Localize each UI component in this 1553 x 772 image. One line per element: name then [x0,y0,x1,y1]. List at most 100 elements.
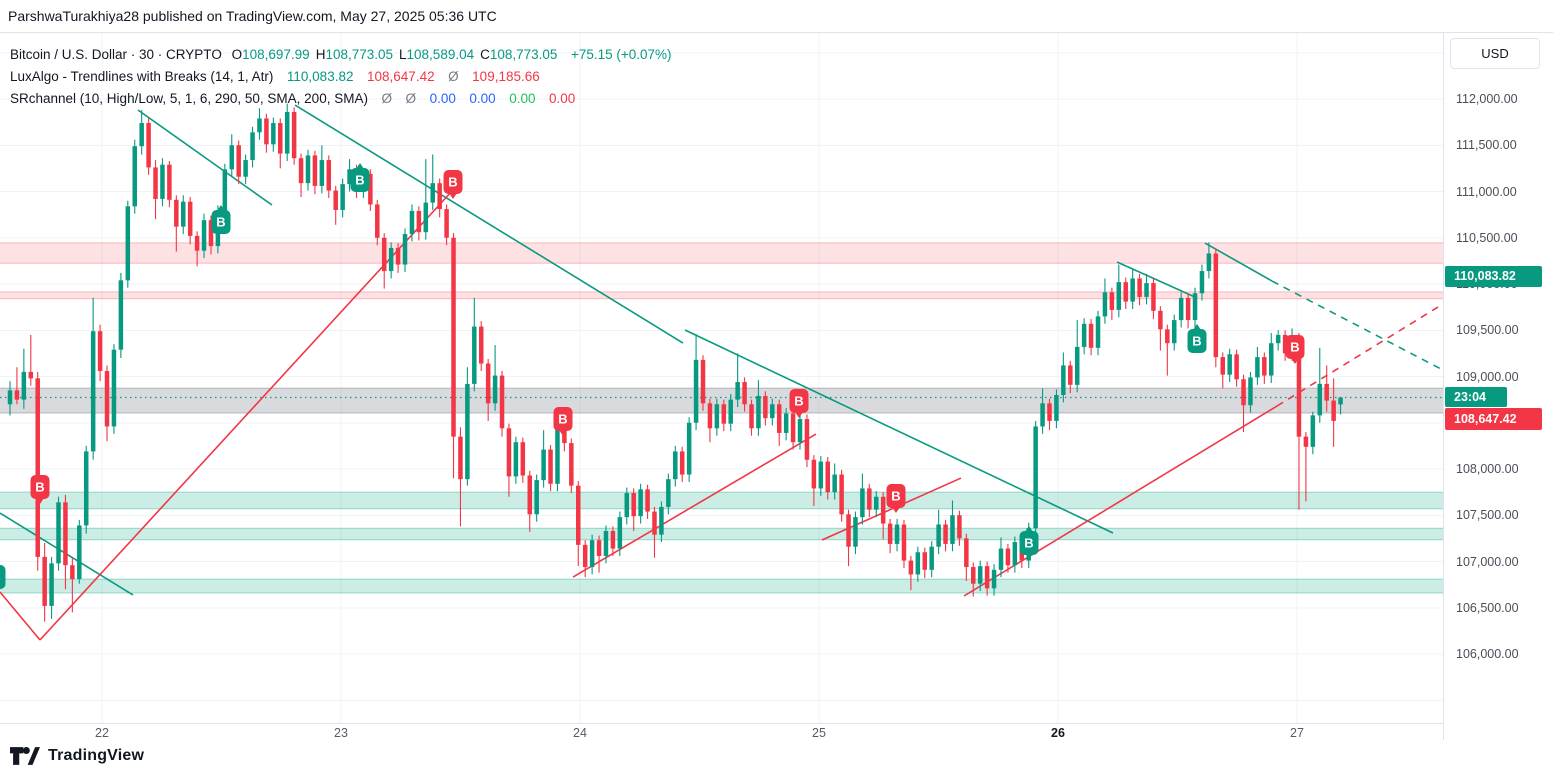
candle-body [513,442,519,477]
trendline[interactable] [137,109,273,206]
date-label-25: 25 [812,726,826,740]
chart-canvas[interactable]: B B B B B B B B B B B [0,33,1553,740]
candle-body [846,514,851,547]
candle-body [118,280,124,350]
candle-body [673,451,678,480]
candle-body [236,145,241,177]
candle-body [749,404,754,429]
candle-body [770,404,775,419]
candle-body [1040,403,1045,427]
grid-lines [0,33,1443,723]
candle-body [1081,323,1087,347]
candle-body [1185,297,1191,321]
empty-value-icon: Ø [381,91,392,106]
candle-body [617,517,623,549]
candle-body [818,461,824,489]
legend-symbol-row[interactable]: Bitcoin / U.S. Dollar · 30 · CRYPTO O108… [10,44,672,65]
price-tick-label: 107,000.00 [1456,554,1519,569]
candle-body [797,419,803,443]
break-markers: B B B B B B B B B B B [0,163,1305,589]
candle-body [305,155,311,184]
candle-body [83,451,89,526]
candle-body [576,485,581,545]
trendline[interactable] [1116,261,1198,299]
candle-body [735,382,740,400]
candle-body [887,523,893,544]
candle-body [721,404,727,424]
candle-body [964,538,969,568]
price-tick-label: 112,000.00 [1456,92,1518,106]
candle-body [63,502,68,566]
candle-body [187,201,193,236]
legend-indicator-srchannel[interactable]: SRchannel (10, High/Low, 5, 1, 6, 290, 5… [10,91,576,106]
candle-body [1151,283,1156,311]
tradingview-attribution[interactable]: TradingView [10,744,144,768]
candle-body [1338,397,1343,405]
candle-body [527,475,532,515]
candle-body [984,566,990,589]
candle-body [437,183,442,210]
zone-support-1 [0,492,1443,509]
candle-body [1074,346,1080,385]
price-axis[interactable]: USD 112,000.00 111,500.00 111,000.00 110,50… [1443,33,1553,740]
price-tick-label: 109,500.00 [1456,323,1519,338]
change-value: +75.15 (+0.07%) [570,47,672,62]
zone-support-3 [0,579,1443,593]
candle-body [104,370,110,427]
svg-text:B: B [1290,340,1299,355]
candle-body [160,164,165,199]
break-marker-bear: B [789,389,809,418]
candle-body [319,160,325,186]
candle-body [1102,292,1108,317]
candle-body [589,540,595,568]
currency-button[interactable]: USD [1450,38,1540,69]
candle-body [957,515,962,539]
break-marker-bull: B [1019,526,1039,555]
candle-body [485,363,491,404]
svg-text:B: B [0,570,1,585]
candle-body [1317,383,1323,416]
trendline[interactable] [821,477,962,541]
svg-text:B: B [355,173,364,188]
candle-body [1047,403,1052,421]
trendline[interactable] [0,591,41,641]
price-label-countdown: 23:04 [1445,387,1507,408]
trendline[interactable] [294,104,684,344]
candle-body [991,569,997,589]
legend-indicator-trendlines[interactable]: LuxAlgo - Trendlines with Breaks (14, 1,… [10,69,540,84]
trendline[interactable] [684,329,1114,534]
time-axis[interactable]: 22 23 24 25 26 27 [0,723,1443,740]
candle-body [603,530,609,556]
date-label-22: 22 [95,726,109,740]
candle-body [250,132,255,161]
candle-body [832,474,837,493]
candle-body [1248,377,1253,406]
candle-body [894,524,900,544]
candle-body [1199,271,1205,294]
candle-body [42,556,47,606]
trendline[interactable] [1271,280,1444,371]
candle-body [714,404,720,429]
candle-body [998,548,1004,570]
candle-body [853,517,858,547]
sr-zones [0,242,1443,594]
candle-body [679,451,685,475]
candle-body [776,404,782,433]
candle-body [423,202,429,233]
candle-body [1227,354,1232,375]
empty-value-icon: Ø [405,91,417,106]
candle-body [388,247,394,272]
break-marker-bear: B [1285,335,1305,364]
candle-body [569,443,574,486]
zone-support-2 [0,528,1443,540]
svg-text:B: B [891,489,900,504]
trendline[interactable] [572,433,817,578]
candle-body [631,493,636,517]
price-tick-label: 110,500.00 [1456,230,1518,245]
svg-text:B: B [794,394,803,409]
trendline[interactable] [1276,303,1444,407]
candle-body [860,488,865,518]
candle-body [1269,343,1274,376]
candle-body [278,123,283,154]
candle-body [381,237,387,272]
